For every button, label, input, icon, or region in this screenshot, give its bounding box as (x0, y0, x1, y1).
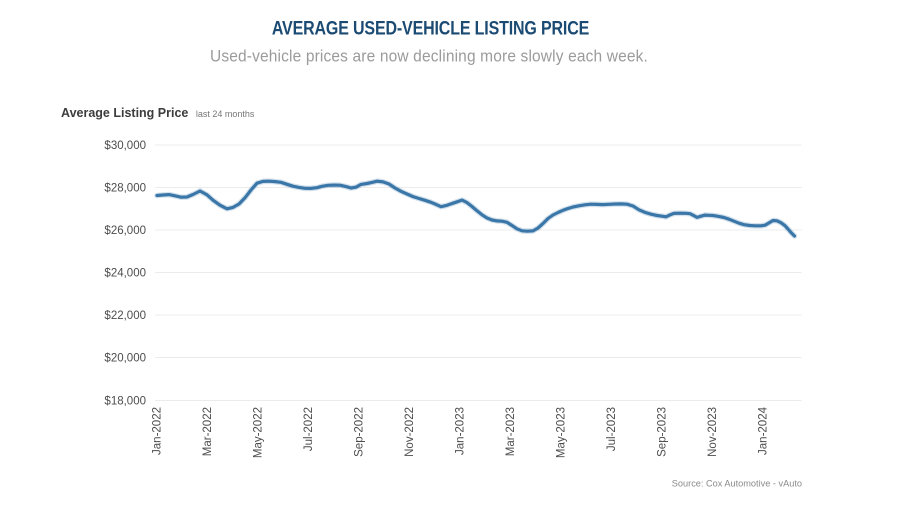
svg-text:$26,000: $26,000 (104, 225, 146, 237)
svg-text:Nov-2022: Nov-2022 (404, 407, 416, 457)
svg-text:$24,000: $24,000 (104, 268, 146, 280)
svg-text:Mar-2023: Mar-2023 (505, 407, 517, 456)
svg-text:$18,000: $18,000 (104, 396, 146, 408)
svg-text:$28,000: $28,000 (104, 183, 146, 195)
svg-text:Source: Cox Automotive - vAuto: Source: Cox Automotive - vAuto (672, 479, 802, 489)
svg-text:May-2023: May-2023 (556, 407, 568, 458)
svg-text:Sep-2022: Sep-2022 (354, 407, 366, 457)
svg-text:Jul-2023: Jul-2023 (606, 407, 618, 451)
svg-text:Sep-2023: Sep-2023 (657, 407, 669, 457)
svg-text:$20,000: $20,000 (104, 353, 146, 365)
svg-text:Jul-2022: Jul-2022 (303, 407, 315, 451)
svg-text:Nov-2023: Nov-2023 (707, 407, 719, 457)
svg-text:May-2022: May-2022 (253, 407, 265, 458)
svg-text:$22,000: $22,000 (104, 310, 146, 322)
svg-text:Jan-2023: Jan-2023 (455, 407, 467, 455)
svg-text:Mar-2022: Mar-2022 (202, 407, 214, 456)
svg-text:$30,000: $30,000 (104, 140, 146, 152)
svg-text:Jan-2022: Jan-2022 (152, 407, 164, 455)
svg-text:Jan-2024: Jan-2024 (758, 406, 770, 455)
